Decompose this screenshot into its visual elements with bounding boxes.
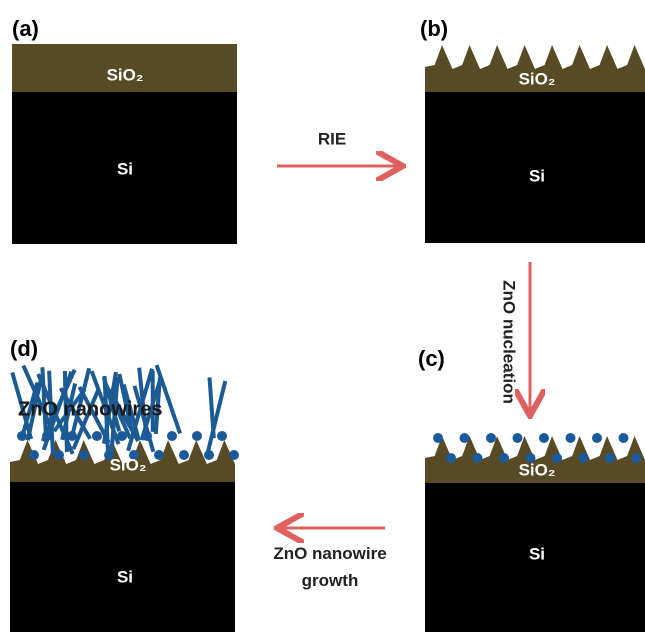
nucleus [605,453,615,463]
nucleus [473,453,483,463]
nucleus [54,450,64,460]
oxide-label: SiO₂ [107,65,144,84]
nucleus [192,431,202,441]
nucleus [460,433,470,443]
nucleus [179,450,189,460]
nucleus [592,433,602,443]
nucleus [433,433,443,443]
nucleus [446,453,456,463]
nucleus [499,453,509,463]
nucleus [513,433,523,443]
oxide-label: SiO₂ [519,460,556,479]
nucleus [92,431,102,441]
step-label: ZnO nucleation [500,280,519,404]
panel-label: (a) [12,16,39,41]
nucleus [117,431,127,441]
nucleus [619,433,629,443]
nucleus [566,433,576,443]
nucleus [539,433,549,443]
step-label: RIE [318,129,346,148]
nucleus [229,450,239,460]
nucleus [579,453,589,463]
substrate-label: Si [117,567,133,586]
nucleus [486,433,496,443]
nucleus [17,431,27,441]
diagram: (a) SiO₂ Si (b) SiO₂ Si (c) SiO₂ Si ZnO … [0,0,645,632]
figure: (a) SiO₂ Si (b) SiO₂ Si (c) SiO₂ Si ZnO … [0,0,645,632]
nucleus [142,431,152,441]
substrate [10,482,235,632]
nucleus [154,450,164,460]
oxide-label: SiO₂ [110,455,147,474]
panel-label: (c) [418,346,445,371]
oxide-label: SiO₂ [519,69,556,88]
substrate-label: Si [529,544,545,563]
substrate-label: Si [529,166,545,185]
nucleus [42,431,52,441]
wires-label: ZnO nanowires [18,398,162,420]
panel-label: (d) [10,336,38,361]
nucleus [67,431,77,441]
panel-label: (b) [420,16,448,41]
nucleus [632,453,642,463]
nucleus [204,450,214,460]
nucleus [217,431,227,441]
step-label: ZnO nanowire growth [255,540,405,594]
nucleus [79,450,89,460]
nucleus [167,431,177,441]
substrate-label: Si [117,159,133,178]
nucleus [29,450,39,460]
